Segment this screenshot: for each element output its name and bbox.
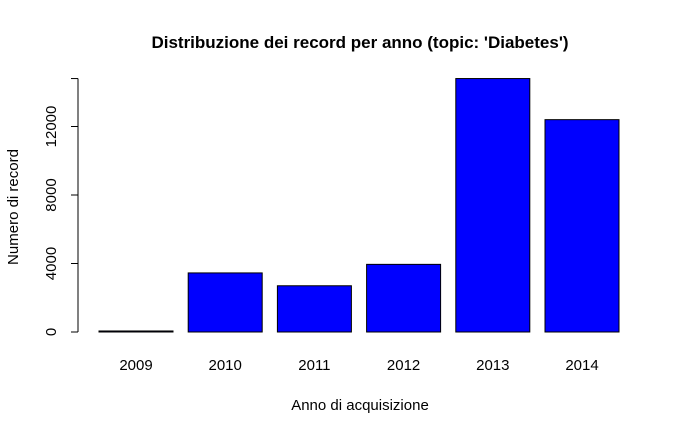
x-tick-label: 2012: [387, 357, 420, 374]
x-tick-label: 2014: [565, 357, 598, 374]
x-tick-labels: 2009 2010 2011 2012 2013 2014: [119, 357, 598, 374]
y-tick-label: 8000: [43, 178, 60, 211]
y-axis-label: Numero di record: [5, 149, 22, 265]
bar-2012: [366, 263, 442, 333]
chart-title: Distribuzione dei record per anno (topic…: [151, 33, 568, 52]
bar-2009: [98, 330, 174, 333]
y-tick-label: 0: [43, 328, 60, 336]
y-tick-label: 12000: [43, 106, 60, 148]
x-axis-label: Anno di acquisizione: [291, 397, 429, 414]
x-tick-label: 2013: [476, 357, 509, 374]
bar-2011: [276, 285, 352, 333]
bars-group: [98, 78, 620, 333]
bar-2013: [455, 78, 531, 333]
x-tick-label: 2010: [209, 357, 242, 374]
x-tick-label: 2009: [119, 357, 152, 374]
bar-2010: [187, 272, 263, 333]
y-tick-label: 4000: [43, 247, 60, 280]
x-tick-label: 2011: [298, 357, 330, 374]
bar-2014: [544, 119, 620, 333]
y-axis: 0 4000 8000 12000: [43, 78, 79, 336]
